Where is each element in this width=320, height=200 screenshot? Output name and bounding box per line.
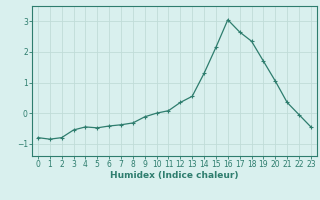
X-axis label: Humidex (Indice chaleur): Humidex (Indice chaleur): [110, 171, 239, 180]
